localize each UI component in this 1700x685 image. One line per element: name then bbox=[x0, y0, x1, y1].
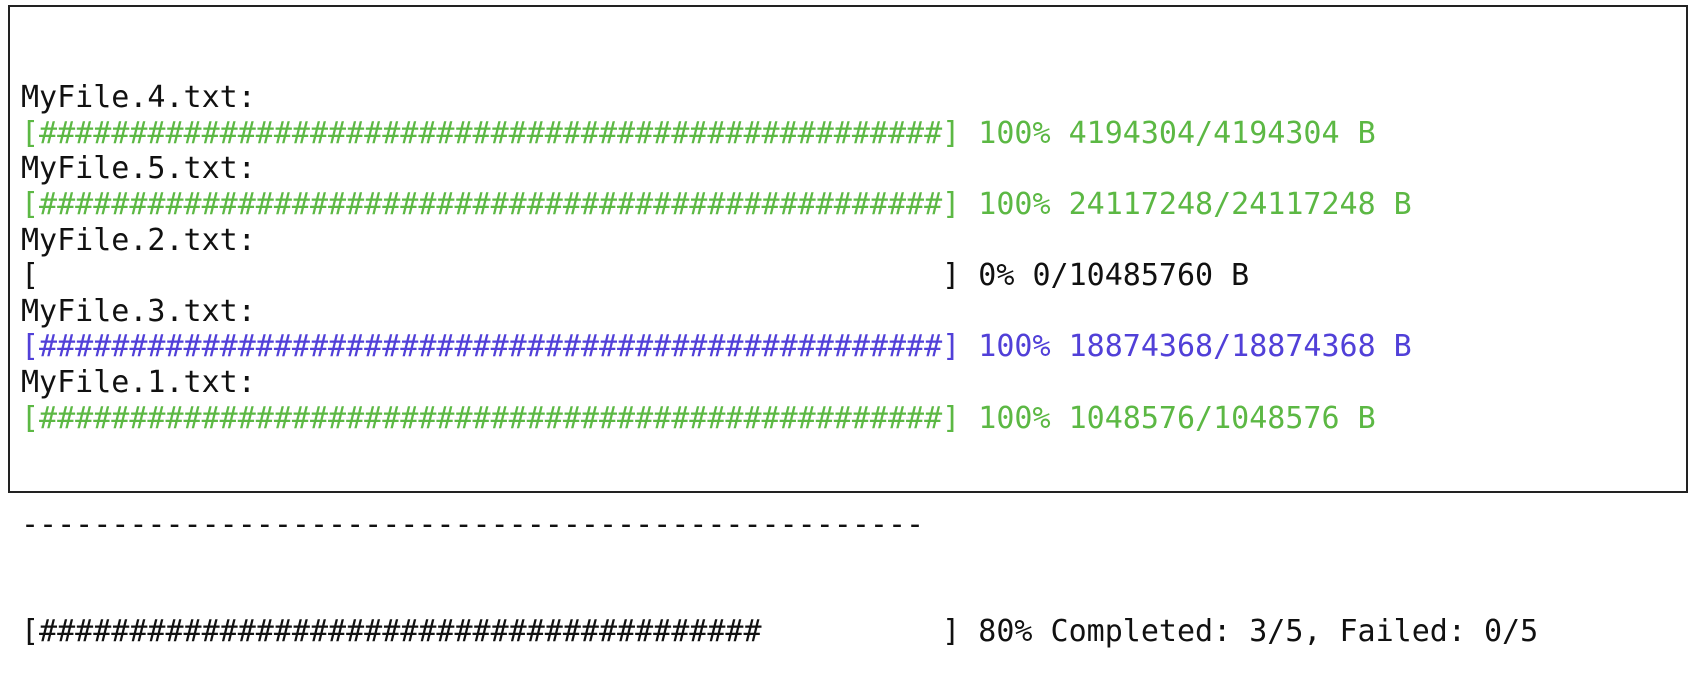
progress-bar: [ ] bbox=[21, 258, 961, 294]
file-name: MyFile.2.txt: bbox=[21, 222, 256, 258]
progress-bar: [#######################################… bbox=[21, 186, 961, 222]
progress-percent: 100% bbox=[978, 400, 1051, 436]
file-name: MyFile.3.txt: bbox=[21, 293, 256, 329]
terminal-output: MyFile.4.txt: [##########################… bbox=[8, 5, 1688, 649]
file-progress-line: [#######################################… bbox=[21, 329, 1686, 365]
progress-bar: [#######################################… bbox=[21, 115, 961, 151]
summary-percent: 80% bbox=[978, 614, 1033, 650]
summary-status: Completed: 3/5, Failed: 0/5 bbox=[1050, 614, 1539, 650]
summary-progress-bar: [#######################################… bbox=[21, 614, 961, 650]
progress-percent: 100% bbox=[978, 115, 1051, 151]
file-progress-line: [#######################################… bbox=[21, 187, 1686, 223]
progress-bar: [#######################################… bbox=[21, 329, 961, 365]
file-name: MyFile.1.txt: bbox=[21, 364, 256, 400]
progress-bytes: 18874368/18874368 B bbox=[1068, 329, 1412, 365]
summary-line: [#######################################… bbox=[21, 614, 1686, 650]
progress-bytes: 0/10485760 B bbox=[1032, 258, 1250, 294]
file-progress-line: [ ] 0% 0/10485760 B bbox=[21, 258, 1686, 294]
file-name: MyFile.5.txt: bbox=[21, 151, 256, 187]
progress-bar: [#######################################… bbox=[21, 400, 961, 436]
progress-percent: 100% bbox=[978, 186, 1051, 222]
file-list: MyFile.4.txt: [##########################… bbox=[21, 80, 1686, 436]
file-progress-line: [#######################################… bbox=[21, 116, 1686, 152]
file-progress-line: [#######################################… bbox=[21, 401, 1686, 437]
progress-bytes: 1048576/1048576 B bbox=[1068, 400, 1376, 436]
progress-bytes: 4194304/4194304 B bbox=[1068, 115, 1376, 151]
progress-bytes: 24117248/24117248 B bbox=[1068, 186, 1412, 222]
progress-percent: 100% bbox=[978, 329, 1051, 365]
progress-percent: 0% bbox=[978, 258, 1015, 294]
file-name: MyFile.4.txt: bbox=[21, 80, 256, 116]
separator-line: ----------------------------------------… bbox=[21, 507, 925, 543]
